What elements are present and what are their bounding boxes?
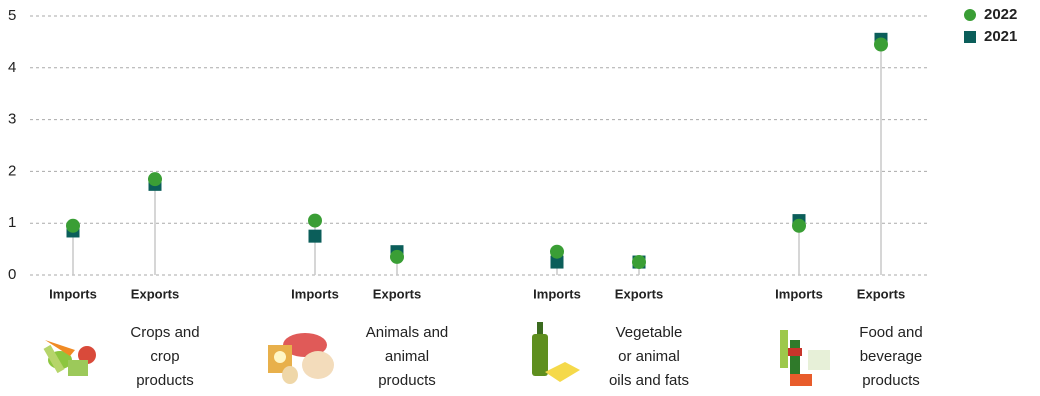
group-label: Vegetable: [616, 324, 683, 341]
dot: [390, 249, 404, 264]
x-tick-label: Exports: [373, 286, 421, 301]
group-label: crop: [150, 348, 179, 365]
x-tick-label: Exports: [615, 286, 663, 301]
dot: [66, 218, 80, 233]
icon-oils: [532, 322, 580, 382]
group-label: products: [378, 372, 436, 389]
icon-crops: [43, 340, 96, 376]
group-label: Animals and: [366, 324, 449, 341]
group-label: beverage: [860, 348, 923, 365]
dot: [550, 244, 564, 259]
x-tick-label: Imports: [291, 286, 339, 301]
group-label: products: [862, 372, 920, 389]
group-label: Food and: [859, 324, 922, 341]
x-tick-label: Imports: [775, 286, 823, 301]
legend: 2022 2021: [964, 6, 1017, 45]
square: [308, 229, 322, 243]
x-tick-label: Exports: [857, 286, 905, 301]
x-tick-label: Imports: [533, 286, 581, 301]
x-tick-label: Exports: [131, 286, 179, 301]
y-tick-label: 1: [8, 214, 16, 231]
dot: [792, 218, 806, 233]
group-label: Crops and: [130, 324, 199, 341]
legend-label: 2021: [984, 28, 1017, 45]
legend-label: 2022: [984, 6, 1017, 23]
y-tick-label: 2: [8, 162, 16, 179]
x-tick-label: Imports: [49, 286, 97, 301]
dot: [632, 255, 646, 270]
y-tick-label: 4: [8, 59, 16, 76]
dot: [308, 213, 322, 228]
dot: [874, 37, 888, 52]
group-label: animal: [385, 348, 429, 365]
group-label: products: [136, 372, 194, 389]
y-tick-label: 0: [8, 266, 16, 283]
y-tick-label: 3: [8, 111, 16, 128]
group-label: oils and fats: [609, 372, 689, 389]
icon-animals: [268, 333, 334, 384]
group-label: or animal: [618, 348, 680, 365]
square: [550, 255, 564, 269]
icon-food: [780, 330, 830, 386]
dot: [148, 172, 162, 187]
y-tick-label: 5: [8, 7, 16, 24]
legend-marker: [964, 9, 976, 21]
legend-marker: [964, 31, 976, 43]
